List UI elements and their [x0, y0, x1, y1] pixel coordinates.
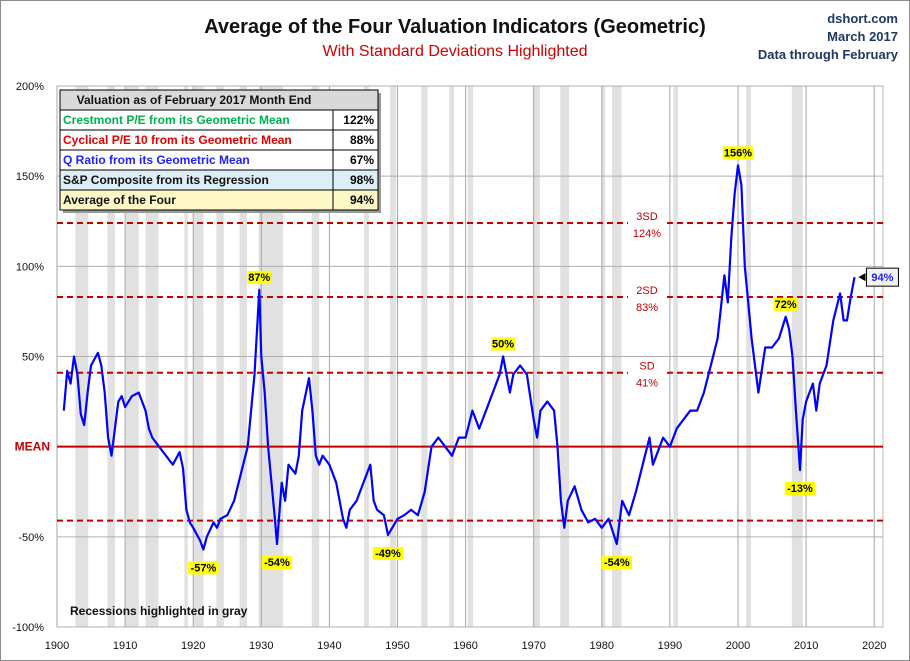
- x-tick-label: 1970: [521, 640, 545, 652]
- y-tick-label: 150%: [16, 171, 44, 183]
- annotation-label: 156%: [724, 147, 752, 159]
- annotation-label: -54%: [604, 557, 630, 569]
- annotation-label: -13%: [787, 483, 813, 495]
- source-date: March 2017: [827, 29, 898, 44]
- x-tick-label: 1950: [385, 640, 409, 652]
- annotation-label: 50%: [492, 339, 514, 351]
- annotation-highlight: [372, 547, 404, 561]
- y-tick-label: 200%: [16, 81, 44, 93]
- annotation-highlight: [247, 270, 272, 284]
- table-title: Valuation as of February 2017 Month End: [77, 93, 312, 107]
- y-tick-label: 100%: [16, 261, 44, 273]
- pointer-arrow-icon: [858, 273, 866, 282]
- annotation-highlight: [188, 561, 219, 575]
- annotation-label: 72%: [775, 299, 797, 311]
- y-tick-label: MEAN: [15, 440, 50, 454]
- y-tick-label: 50%: [22, 352, 44, 364]
- sd-label-bg: [628, 358, 666, 387]
- table-row-value: 94%: [350, 193, 374, 207]
- x-tick-label: 1940: [317, 640, 341, 652]
- last-value-label: 94%: [871, 272, 893, 284]
- y-tick-label: -50%: [18, 532, 44, 544]
- x-tick-label: 1980: [590, 640, 614, 652]
- source-data-through: Data through February: [758, 47, 899, 62]
- last-value-box: [865, 267, 899, 287]
- annotation-label: 87%: [248, 272, 270, 284]
- sd-value-label: 83%: [636, 302, 658, 314]
- table-row-label: Q Ratio from its Geometric Mean: [63, 153, 250, 167]
- annotation-highlight: [784, 482, 816, 496]
- y-tick-label: -100%: [12, 622, 44, 634]
- table-row-value: 88%: [350, 133, 374, 147]
- x-tick-label: 2000: [726, 640, 750, 652]
- axis-ticks: 1900 1910 1920 1930 1940 1950 1960 1970 1980 1990…: [12, 81, 886, 652]
- sd-value-label: 41%: [636, 378, 658, 390]
- valuation-table: Valuation as of February 2017 Month End C…: [59, 89, 381, 213]
- annotation-label: -49%: [375, 548, 401, 560]
- series-line: [62, 164, 856, 551]
- annotations: 87% -57% -54% -49% 50% -54% 156% 72% -13% 94%: [188, 146, 899, 575]
- annotation-label: -54%: [264, 557, 290, 569]
- annotation-highlight: [722, 146, 754, 160]
- x-tick-label: 1900: [45, 640, 69, 652]
- x-tick-label: 1920: [181, 640, 205, 652]
- x-tick-label: 1910: [113, 640, 137, 652]
- sd-label: SD: [639, 361, 654, 373]
- x-tick-label: 1990: [658, 640, 682, 652]
- x-tick-label: 2010: [794, 640, 818, 652]
- recession-footnote: Recessions highlighted in gray: [70, 604, 248, 618]
- table-row-value: 98%: [350, 173, 374, 187]
- annotation-label: -57%: [191, 562, 217, 574]
- x-tick-label: 1930: [249, 640, 273, 652]
- sd-value-label: 124%: [633, 228, 661, 240]
- sd-label: 2SD: [636, 285, 657, 297]
- table-row-label: S&P Composite from its Regression: [63, 173, 269, 187]
- chart-title: Average of the Four Valuation Indicators…: [204, 16, 706, 38]
- annotation-highlight: [491, 337, 515, 351]
- sd-label: 3SD: [636, 211, 657, 223]
- chart-subtitle: With Standard Deviations Highlighted: [322, 43, 587, 60]
- table-row-value: 67%: [350, 153, 374, 167]
- annotation-highlight: [261, 556, 293, 570]
- table-value-cell: [332, 189, 379, 211]
- table-row-label: Average of the Four: [63, 193, 176, 207]
- source-site: dshort.com: [827, 11, 898, 26]
- sd-label-bg: [628, 209, 666, 238]
- annotation-highlight: [773, 297, 798, 311]
- table-row-value: 122%: [343, 113, 374, 127]
- table-row-label: Cyclical P/E 10 from its Geometric Mean: [63, 133, 292, 147]
- sd-label-bg: [628, 282, 666, 311]
- x-tick-label: 1960: [453, 640, 477, 652]
- x-tick-label: 2020: [862, 640, 886, 652]
- table-row-label: Crestmont P/E from its Geometric Mean: [63, 113, 290, 127]
- reference-lines: 3SD 124% 2SD 83% SD 41%: [57, 209, 883, 522]
- annotation-highlight: [601, 556, 632, 570]
